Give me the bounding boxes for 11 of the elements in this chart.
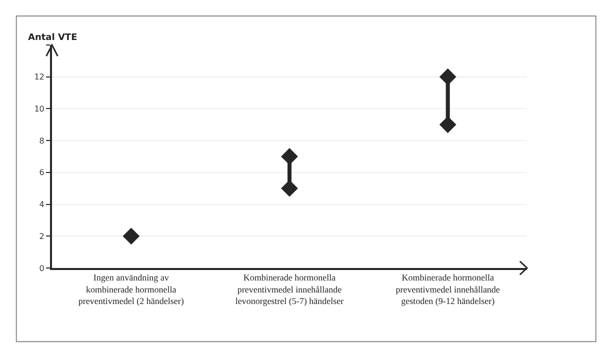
y-tick-label: 6 xyxy=(39,168,44,178)
x-tick-label: Kombinerade hormonella preventivmedel innehållande levonorgestrel (5-7) händelser xyxy=(235,272,344,306)
x-tick-label: Kombinerade hormonella preventivmedel innehållande gestoden (9-12 händelser) xyxy=(396,272,500,306)
x-tick-label: Ingen användning av kombinerade hormonella preventivmedel (2 händelser) xyxy=(78,272,184,306)
y-tick-label: 8 xyxy=(39,136,44,146)
y-tick-label: 2 xyxy=(39,232,44,241)
y-tick-label: 4 xyxy=(39,200,44,210)
y-axis-title: Antal VTE xyxy=(28,33,78,43)
y-tick-label: 10 xyxy=(34,104,44,114)
y-tick-label: 0 xyxy=(39,264,44,273)
y-tick-label: 12 xyxy=(34,72,44,82)
